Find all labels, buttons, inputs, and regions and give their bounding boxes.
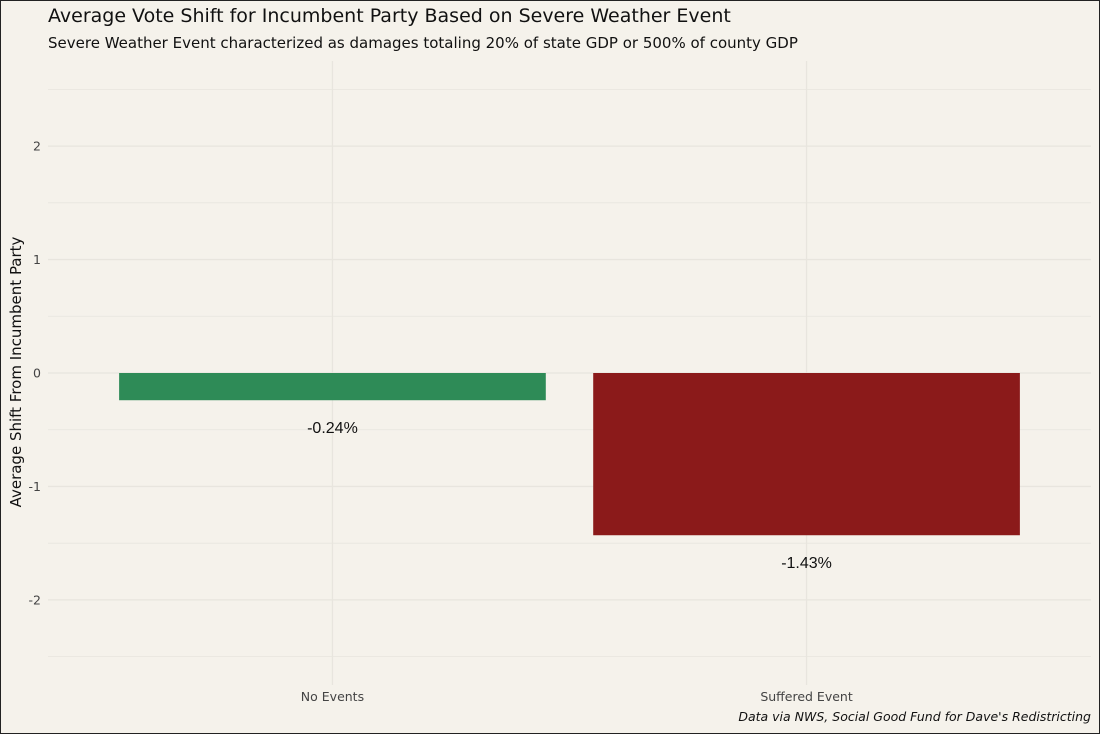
y-axis-label: Average Shift From Incumbent Party: [7, 236, 25, 507]
gridlines: [48, 61, 1091, 685]
bar-suffered-event: [593, 373, 1020, 536]
data-labels: -0.24% -1.43%: [307, 420, 832, 572]
x-tick-label: No Events: [301, 689, 364, 704]
chart-title: Average Vote Shift for Incumbent Party B…: [48, 5, 731, 27]
y-tick-label: 2: [33, 139, 41, 154]
data-label: -1.43%: [781, 555, 832, 572]
x-tick-label: Suffered Event: [760, 689, 853, 704]
y-tick-label: 1: [33, 252, 41, 267]
y-tick-label: 0: [33, 366, 41, 381]
chart-subtitle: Severe Weather Event characterized as da…: [48, 34, 798, 52]
y-tick-label: -2: [29, 592, 41, 607]
chart-caption: Data via NWS, Social Good Fund for Dave'…: [738, 709, 1091, 724]
bars: [119, 373, 1020, 536]
data-label: -0.24%: [307, 420, 358, 437]
bar-no-events: [119, 373, 546, 401]
y-tick-label: -1: [29, 479, 41, 494]
axes: -2 -1 0 1 2 No Events Suffered Event: [29, 139, 853, 704]
